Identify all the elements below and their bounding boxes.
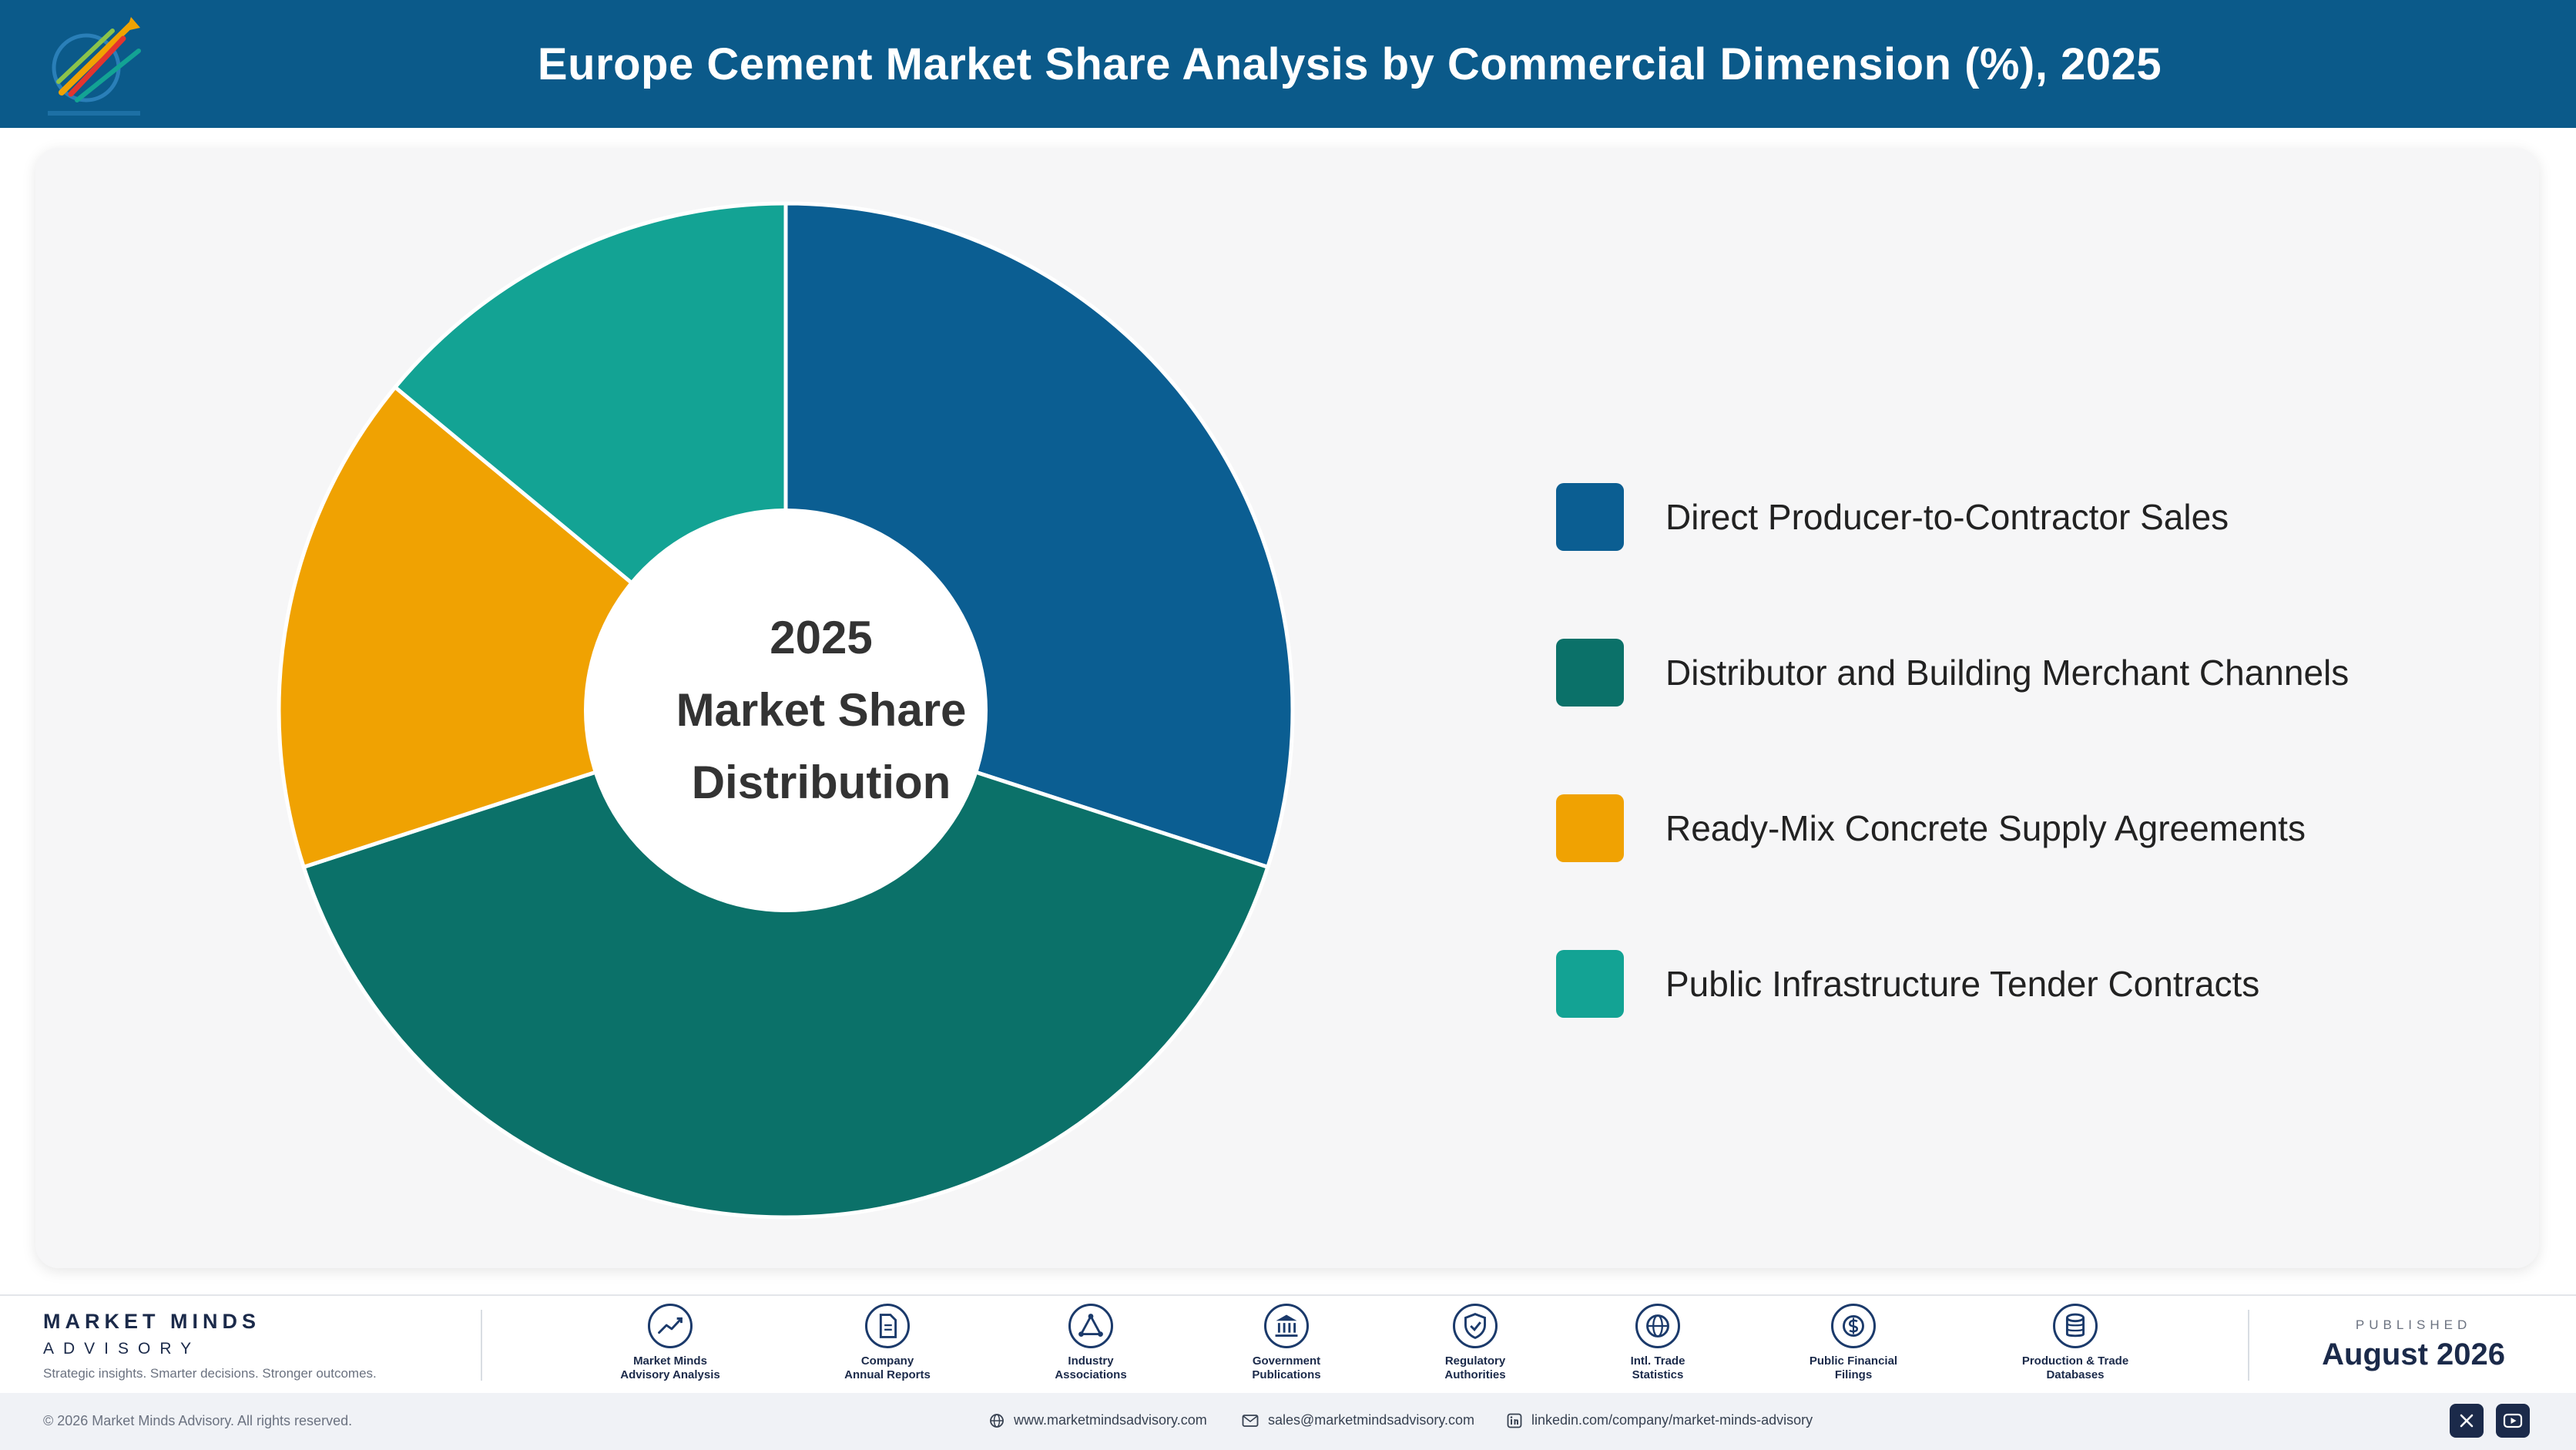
chart-legend: Direct Producer-to-Contractor Sales Distr…: [1556, 439, 2349, 1062]
copyright-text: © 2026 Market Minds Advisory. All rights…: [43, 1413, 353, 1428]
source-label: Government Publications: [1252, 1354, 1321, 1381]
legend-label: Direct Producer-to-Contractor Sales: [1665, 497, 2229, 537]
mail-icon: [1242, 1414, 1259, 1427]
document-icon: [865, 1304, 910, 1348]
donut-hole: [584, 509, 988, 912]
legend-label: Public Infrastructure Tender Contracts: [1665, 964, 2260, 1004]
published-label: PUBLISHED: [2355, 1317, 2472, 1332]
source-item: Production & Trade Databases: [1991, 1304, 2160, 1382]
source-item: Company Annual Reports: [803, 1304, 972, 1382]
trend-line-icon: [648, 1304, 693, 1348]
published-date: August 2026: [2322, 1338, 2505, 1371]
x-social-button[interactable]: [2450, 1404, 2484, 1438]
x-icon: [2460, 1414, 2474, 1428]
source-item: Regulatory Authorities: [1390, 1304, 1560, 1382]
brand-tagline: Strategic insights. Smarter decisions. S…: [43, 1366, 377, 1381]
shield-check-icon: [1453, 1304, 1498, 1348]
source-label: Regulatory Authorities: [1444, 1354, 1506, 1381]
source-item: Government Publications: [1202, 1304, 1371, 1382]
legend-item: Direct Producer-to-Contractor Sales: [1556, 439, 2349, 595]
source-label: Public Financial Filings: [1809, 1354, 1898, 1381]
linkedin-icon: [1507, 1413, 1522, 1428]
brand-block: MARKET MINDS ADVISORY Strategic insights…: [43, 1310, 377, 1381]
source-label: Market Minds Advisory Analysis: [620, 1354, 720, 1381]
linkedin-link[interactable]: linkedin.com/company/market-minds-adviso…: [1507, 1412, 1813, 1428]
footer-divider-left: [481, 1310, 482, 1381]
footer: MARKET MINDS ADVISORY Strategic insights…: [0, 1294, 2576, 1393]
donut-chart: [277, 201, 1295, 1220]
sources-list: Market Minds Advisory Analysis Company An…: [585, 1304, 2249, 1388]
legend-item: Public Infrastructure Tender Contracts: [1556, 906, 2349, 1062]
pie-slice-2: [301, 708, 1270, 1220]
chart-panel: 2025 Market Share Distribution Direct Prod…: [35, 148, 2539, 1268]
source-label: Production & Trade Databases: [2021, 1354, 2129, 1381]
legend-item: Ready-Mix Concrete Supply Agreements: [1556, 750, 2349, 906]
website-text: www.marketmindsadvisory.com: [1014, 1412, 1207, 1428]
legend-swatch: [1556, 639, 1624, 707]
globe-icon: [990, 1413, 1004, 1428]
email-text: sales@marketmindsadvisory.com: [1268, 1412, 1475, 1428]
footer-divider-right: [2248, 1310, 2249, 1381]
brand-name: MARKET MINDS: [43, 1310, 260, 1333]
source-item: Market Minds Advisory Analysis: [585, 1304, 755, 1382]
source-label: Industry Associations: [1055, 1354, 1127, 1381]
legend-item: Distributor and Building Merchant Channe…: [1556, 595, 2349, 750]
youtube-social-button[interactable]: [2496, 1404, 2530, 1438]
government-building-icon: [1264, 1304, 1309, 1348]
email-link[interactable]: sales@marketmindsadvisory.com: [1242, 1412, 1474, 1428]
legend-swatch: [1556, 483, 1624, 551]
header-bar: Europe Cement Market Share Analysis by C…: [0, 0, 2576, 128]
website-link[interactable]: www.marketmindsadvisory.com: [989, 1412, 1207, 1428]
network-icon: [1068, 1304, 1113, 1348]
dollar-coin-icon: [1831, 1304, 1876, 1348]
database-icon: [2053, 1304, 2098, 1348]
legend-swatch: [1556, 950, 1624, 1018]
source-label: Intl. Trade Statistics: [1630, 1354, 1685, 1381]
published-block: PUBLISHED August 2026: [2322, 1317, 2505, 1372]
legend-label: Distributor and Building Merchant Channe…: [1665, 653, 2350, 693]
source-label: Company Annual Reports: [844, 1354, 931, 1381]
logo-icon: [48, 17, 141, 116]
linkedin-text: linkedin.com/company/market-minds-adviso…: [1531, 1412, 1813, 1428]
center-label: 2025 Market Share Distribution: [644, 602, 998, 819]
source-item: Intl. Trade Statistics: [1573, 1304, 1742, 1382]
center-label-line-2: Market Share: [676, 684, 967, 736]
legend-label: Ready-Mix Concrete Supply Agreements: [1665, 808, 2306, 848]
youtube-icon: [2503, 1413, 2523, 1428]
legend-swatch: [1556, 794, 1624, 862]
center-label-line-3: Distribution: [691, 757, 951, 808]
brand-subtitle: ADVISORY: [43, 1340, 201, 1358]
source-item: Industry Associations: [1006, 1304, 1176, 1382]
source-item: Public Financial Filings: [1769, 1304, 1938, 1382]
center-label-line-1: 2025: [770, 612, 873, 663]
bottom-bar: © 2026 Market Minds Advisory. All rights…: [0, 1393, 2576, 1450]
page-title: Europe Cement Market Share Analysis by C…: [537, 39, 2162, 89]
globe-icon: [1635, 1304, 1680, 1348]
